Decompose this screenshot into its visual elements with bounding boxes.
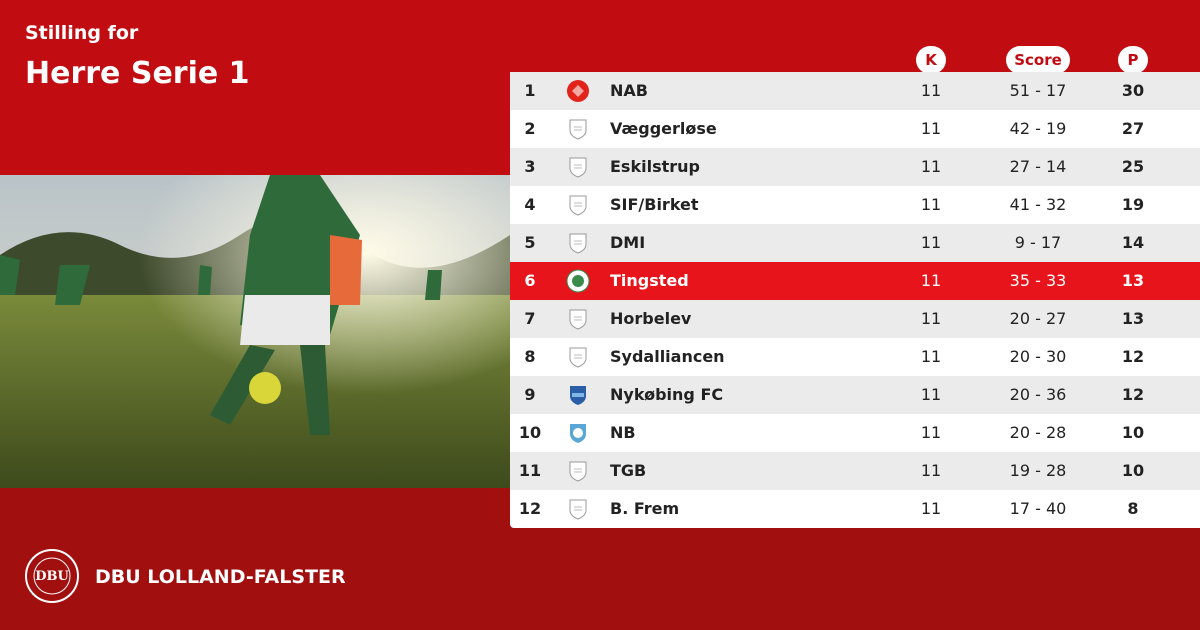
team-logo [566,421,590,449]
team-name: Horbelev [610,309,692,328]
points: 12 [1121,385,1145,404]
score: 20 - 28 [1009,423,1067,442]
matches: 11 [920,499,942,518]
team-logo [566,231,590,259]
photo [0,175,510,488]
column-header: K [916,46,946,74]
table-row: 6 Tingsted 11 35 - 33 13 [510,262,1200,300]
column-header: P [1118,46,1148,74]
table-row: 12 B. Frem 11 17 - 40 8 [510,490,1200,528]
points: 10 [1121,423,1145,442]
team-logo [566,497,590,525]
matches: 11 [920,347,942,366]
matches: 11 [920,423,942,442]
score: 9 - 17 [1014,233,1062,252]
matches: 11 [920,271,942,290]
organization: DBU LOLLAND-FALSTER [95,566,346,588]
score: 42 - 19 [1009,119,1067,138]
rank: 11 [518,461,542,480]
rank: 2 [524,119,536,138]
rank: 9 [524,385,536,404]
table-row: 11 TGB 11 19 - 28 10 [510,452,1200,490]
table-row: 8 Sydalliancen 11 20 - 30 12 [510,338,1200,376]
standings-table: 1 NAB 11 51 - 17 30 2 Væggerløse 11 42 - 19 27 3 Es… [510,72,1200,528]
team-name: NB [610,423,636,442]
team-name: Væggerløse [610,119,717,138]
points: 12 [1121,347,1145,366]
logo-text: DBU [35,569,69,584]
dbu-logo: DBU [25,549,79,603]
points: 13 [1121,271,1145,290]
rank: 10 [518,423,542,442]
team-name: B. Frem [610,499,680,518]
team-logo [566,79,590,107]
table-row: 10 NB 11 20 - 28 10 [510,414,1200,452]
score: 41 - 32 [1009,195,1067,214]
score: 51 - 17 [1009,81,1067,100]
team-logo [566,117,590,145]
rank: 3 [524,157,536,176]
points: 10 [1121,461,1145,480]
rank: 5 [524,233,536,252]
table-row: 2 Væggerløse 11 42 - 19 27 [510,110,1200,148]
team-logo [566,459,590,487]
team-logo [566,155,590,183]
matches: 11 [920,119,942,138]
team-name: DMI [610,233,646,252]
team-logo [566,307,590,335]
matches: 11 [920,81,942,100]
score: 35 - 33 [1009,271,1067,290]
team-name: Nykøbing FC [610,385,724,404]
team-name: NAB [610,81,648,100]
subtitle: Stilling for [25,22,139,44]
rank: 6 [524,271,536,290]
points: 13 [1121,309,1145,328]
score: 19 - 28 [1009,461,1067,480]
score: 20 - 27 [1009,309,1067,328]
table-row: 3 Eskilstrup 11 27 - 14 25 [510,148,1200,186]
score: 17 - 40 [1009,499,1067,518]
title: Herre Serie 1 [25,56,250,91]
rank: 12 [518,499,542,518]
table-row: 1 NAB 11 51 - 17 30 [510,72,1200,110]
table-row: 4 SIF/Birket 11 41 - 32 19 [510,186,1200,224]
points: 8 [1127,499,1139,518]
matches: 11 [920,195,942,214]
matches: 11 [920,309,942,328]
column-header: Score [1006,46,1070,74]
rank: 8 [524,347,536,366]
team-logo [566,345,590,373]
points: 14 [1121,233,1145,252]
score: 20 - 30 [1009,347,1067,366]
points: 30 [1121,81,1145,100]
matches: 11 [920,385,942,404]
team-name: Tingsted [610,271,689,290]
table-row: 5 DMI 11 9 - 17 14 [510,224,1200,262]
matches: 11 [920,461,942,480]
points: 19 [1121,195,1145,214]
team-name: TGB [610,461,647,480]
matches: 11 [920,233,942,252]
points: 25 [1121,157,1145,176]
team-logo [566,193,590,221]
team-name: SIF/Birket [610,195,699,214]
table-row: 7 Horbelev 11 20 - 27 13 [510,300,1200,338]
team-name: Eskilstrup [610,157,700,176]
score: 20 - 36 [1009,385,1067,404]
rank: 7 [524,309,536,328]
rank: 4 [524,195,536,214]
rank: 1 [524,81,536,100]
team-name: Sydalliancen [610,347,725,366]
team-logo [566,383,590,411]
team-logo [566,269,590,297]
table-row: 9 Nykøbing FC 11 20 - 36 12 [510,376,1200,414]
matches: 11 [920,157,942,176]
points: 27 [1121,119,1145,138]
score: 27 - 14 [1009,157,1067,176]
